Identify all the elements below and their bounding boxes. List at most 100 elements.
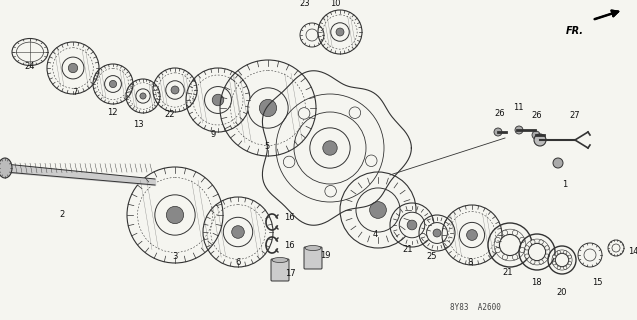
Circle shape (552, 261, 556, 265)
Circle shape (503, 254, 508, 260)
Circle shape (568, 255, 571, 259)
Circle shape (539, 260, 543, 264)
Text: 3: 3 (173, 252, 178, 261)
Circle shape (520, 247, 525, 253)
Text: 11: 11 (513, 103, 523, 112)
Circle shape (564, 251, 567, 254)
Text: 14: 14 (628, 247, 637, 257)
Circle shape (325, 185, 336, 197)
Circle shape (336, 28, 344, 36)
Circle shape (531, 260, 535, 264)
Text: 26: 26 (532, 111, 542, 120)
Circle shape (525, 246, 529, 250)
Circle shape (539, 240, 543, 244)
Circle shape (531, 240, 535, 244)
Circle shape (283, 156, 295, 168)
Circle shape (298, 108, 310, 119)
Text: 21: 21 (403, 245, 413, 254)
Circle shape (433, 229, 441, 237)
Circle shape (136, 89, 150, 103)
Text: 20: 20 (557, 288, 568, 297)
Circle shape (499, 235, 520, 256)
Circle shape (520, 237, 525, 243)
Text: 5: 5 (264, 142, 269, 151)
Circle shape (232, 226, 245, 238)
Text: 1: 1 (562, 180, 568, 189)
Text: 16: 16 (284, 213, 295, 222)
Circle shape (552, 255, 556, 259)
Circle shape (568, 261, 571, 265)
Text: 17: 17 (285, 268, 296, 277)
Circle shape (515, 126, 523, 134)
Circle shape (68, 63, 78, 73)
Circle shape (427, 223, 447, 244)
Circle shape (369, 202, 387, 218)
Circle shape (204, 86, 231, 113)
Circle shape (525, 254, 529, 258)
Circle shape (212, 94, 224, 106)
Text: 16: 16 (284, 241, 295, 250)
Text: 8Y83  A2600: 8Y83 A2600 (450, 303, 501, 313)
Circle shape (512, 254, 518, 260)
Text: 6: 6 (235, 258, 241, 267)
Circle shape (553, 158, 563, 168)
Text: 25: 25 (427, 252, 437, 261)
Text: 7: 7 (73, 88, 78, 97)
Circle shape (557, 251, 561, 254)
Circle shape (140, 93, 146, 99)
Text: 18: 18 (531, 278, 541, 287)
Circle shape (166, 81, 184, 99)
Circle shape (534, 134, 546, 146)
Circle shape (166, 206, 183, 224)
Circle shape (349, 107, 361, 118)
Circle shape (459, 222, 485, 248)
Circle shape (555, 253, 569, 267)
Circle shape (466, 230, 477, 240)
Circle shape (503, 230, 508, 236)
Circle shape (306, 29, 318, 41)
Ellipse shape (272, 258, 288, 262)
Text: 15: 15 (592, 278, 602, 287)
Ellipse shape (305, 245, 321, 251)
FancyBboxPatch shape (271, 259, 289, 281)
Text: 27: 27 (569, 111, 580, 120)
Text: 2: 2 (59, 210, 64, 219)
Circle shape (495, 247, 501, 253)
Text: 4: 4 (373, 230, 378, 239)
Circle shape (248, 88, 288, 128)
Circle shape (259, 99, 276, 116)
Text: 8: 8 (468, 258, 473, 267)
Text: FR.: FR. (566, 26, 584, 36)
Circle shape (564, 266, 567, 269)
Text: 21: 21 (503, 268, 513, 277)
Ellipse shape (0, 158, 12, 178)
Circle shape (512, 230, 518, 236)
Circle shape (104, 76, 122, 92)
Text: 23: 23 (299, 0, 310, 8)
Text: 13: 13 (132, 120, 143, 129)
Circle shape (584, 249, 596, 261)
Circle shape (171, 86, 179, 94)
Circle shape (331, 23, 349, 41)
Circle shape (545, 246, 549, 250)
FancyBboxPatch shape (304, 247, 322, 269)
Text: 9: 9 (210, 130, 216, 139)
Text: 19: 19 (320, 251, 331, 260)
Text: 22: 22 (165, 110, 175, 119)
Circle shape (110, 80, 117, 88)
Circle shape (323, 141, 337, 155)
Text: 24: 24 (25, 62, 35, 71)
Circle shape (528, 243, 546, 260)
Text: 26: 26 (495, 109, 505, 118)
Circle shape (612, 244, 620, 252)
Circle shape (356, 188, 400, 232)
Circle shape (62, 57, 84, 79)
Text: 10: 10 (330, 0, 340, 8)
Circle shape (407, 220, 417, 230)
Circle shape (224, 217, 253, 247)
Circle shape (494, 128, 502, 136)
Circle shape (532, 131, 540, 139)
Circle shape (495, 237, 501, 243)
Circle shape (155, 195, 195, 235)
Circle shape (545, 254, 549, 258)
